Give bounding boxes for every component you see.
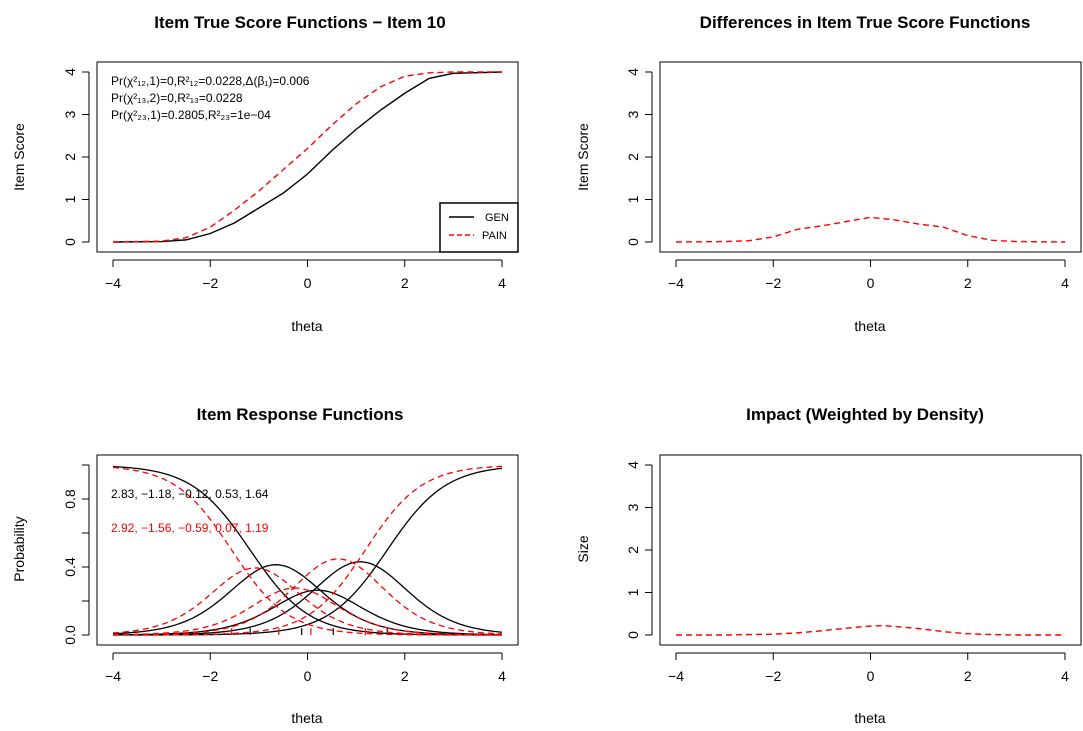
category-curve-pain bbox=[112, 567, 503, 636]
y-tick-label: 2 bbox=[625, 153, 641, 161]
y-tick-label: 0 bbox=[62, 238, 78, 246]
y-tick-label: 4 bbox=[62, 68, 78, 76]
y-tick-label: 0.8 bbox=[62, 489, 78, 509]
category-curve-gen bbox=[112, 589, 503, 636]
legend: GEN PAIN bbox=[439, 202, 519, 253]
plot-frame bbox=[659, 454, 1082, 646]
x-tick-label: −2 bbox=[202, 275, 218, 291]
chart-title: Item Response Functions bbox=[197, 405, 404, 424]
x-tick-label: −4 bbox=[668, 668, 684, 684]
stats-annotation: Pr(χ²₁₂,1)=0,R²₁₂=0.0228,Δ(β₁)=0.006 Pr(… bbox=[111, 74, 310, 122]
x-tick-label: −4 bbox=[668, 275, 684, 291]
legend-label-pain: PAIN bbox=[482, 230, 507, 242]
x-tick-label: 2 bbox=[964, 668, 972, 684]
x-axis: −4 −2 0 2 4 bbox=[105, 652, 506, 684]
category-curve-pain bbox=[112, 587, 503, 636]
series-line bbox=[675, 216, 1066, 243]
y-axis: 0 1 2 3 4 bbox=[625, 68, 653, 246]
x-axis: −4 −2 0 2 4 bbox=[668, 652, 1069, 684]
y-tick-label: 0 bbox=[625, 238, 641, 246]
y-tick-label: 0 bbox=[625, 631, 641, 639]
chart-title: Item True Score Functions − Item 10 bbox=[154, 13, 445, 32]
x-tick-label: 4 bbox=[498, 668, 506, 684]
x-axis-label: theta bbox=[291, 710, 322, 726]
chart-title: Impact (Weighted by Density) bbox=[746, 405, 984, 424]
x-tick-label: 0 bbox=[304, 275, 312, 291]
x-tick-label: 4 bbox=[1061, 668, 1069, 684]
series-line-gen bbox=[112, 71, 503, 243]
x-axis-label: theta bbox=[854, 318, 885, 334]
y-tick-label: 2 bbox=[62, 153, 78, 161]
x-tick-label: −2 bbox=[202, 668, 218, 684]
x-tick-label: −4 bbox=[105, 668, 121, 684]
x-tick-label: 4 bbox=[498, 275, 506, 291]
x-tick-label: −2 bbox=[765, 668, 781, 684]
x-axis: −4 −2 0 2 4 bbox=[105, 259, 506, 291]
y-axis-label: Size bbox=[575, 535, 591, 562]
annotation-line: Pr(χ²₂₃,1)=0.2805,R²₂₃=1e−04 bbox=[111, 108, 271, 122]
y-axis: 0 1 2 3 4 bbox=[625, 461, 653, 639]
x-tick-label: 0 bbox=[867, 668, 875, 684]
legend-box bbox=[439, 202, 519, 253]
series-line bbox=[676, 624, 1065, 636]
y-axis: 0.0 0.4 0.8 bbox=[62, 464, 90, 645]
annotation-line: Pr(χ²₁₂,1)=0,R²₁₂=0.0228,Δ(β₁)=0.006 bbox=[111, 74, 310, 88]
plot-frame bbox=[659, 61, 1082, 253]
category-curve-pain bbox=[113, 465, 503, 636]
series-line-pain bbox=[112, 71, 502, 243]
chart-title: Differences in Item True Score Functions bbox=[700, 13, 1031, 32]
y-axis-label: Item Score bbox=[575, 123, 591, 191]
gen-parameters: 2.83, −1.18, −0.12, 0.53, 1.64 bbox=[111, 487, 269, 501]
series-lines bbox=[676, 624, 1065, 636]
y-tick-label: 4 bbox=[625, 68, 641, 76]
y-axis-label: Item Score bbox=[11, 123, 27, 191]
x-tick-label: 0 bbox=[304, 668, 312, 684]
x-tick-label: −2 bbox=[765, 275, 781, 291]
series-lines bbox=[675, 216, 1066, 243]
panel-differences: Differences in Item True Score Functions… bbox=[575, 13, 1082, 334]
y-tick-label: 0.0 bbox=[62, 625, 78, 645]
y-axis-label: Probability bbox=[11, 516, 27, 581]
y-tick-label: 4 bbox=[625, 461, 641, 469]
y-tick-label: 3 bbox=[625, 503, 641, 511]
y-tick-label: 3 bbox=[62, 110, 78, 118]
x-tick-label: −4 bbox=[105, 275, 121, 291]
series-lines bbox=[112, 465, 503, 636]
legend-label-gen: GEN bbox=[485, 212, 509, 224]
plot-frame bbox=[96, 454, 519, 646]
y-tick-label: 3 bbox=[625, 110, 641, 118]
x-axis-label: theta bbox=[854, 710, 885, 726]
annotation-line: Pr(χ²₁₃,2)=0,R²₁₃=0.0228 bbox=[111, 91, 243, 105]
y-tick-label: 1 bbox=[625, 195, 641, 203]
x-tick-label: 2 bbox=[401, 275, 409, 291]
x-tick-label: 2 bbox=[401, 668, 409, 684]
panel-response-functions: Item Response Functions −4 −2 0 2 4 0.00.40.… bbox=[11, 405, 519, 726]
pain-parameters: 2.92, −1.56, −0.59, 0.07, 1.19 bbox=[111, 521, 269, 535]
x-axis: −4 −2 0 2 4 bbox=[668, 259, 1069, 291]
y-tick-label: 1 bbox=[62, 195, 78, 203]
plot-frame bbox=[96, 61, 519, 253]
category-curve-pain bbox=[112, 558, 503, 636]
x-axis-label: theta bbox=[291, 318, 322, 334]
x-tick-label: 4 bbox=[1061, 275, 1069, 291]
x-tick-label: 2 bbox=[964, 275, 972, 291]
series-lines bbox=[112, 71, 503, 243]
panel-impact: Impact (Weighted by Density) −4 −2 0 2 4 0 1 2… bbox=[575, 405, 1082, 726]
y-tick-label: 2 bbox=[625, 546, 641, 554]
y-axis: 0 1 2 3 4 bbox=[62, 68, 90, 246]
x-tick-label: 0 bbox=[867, 275, 875, 291]
y-tick-label: 1 bbox=[625, 588, 641, 596]
y-tick-label: 0.4 bbox=[62, 557, 78, 577]
panel-true-score: Item True Score Functions − Item 10 −4 −2… bbox=[11, 13, 519, 334]
